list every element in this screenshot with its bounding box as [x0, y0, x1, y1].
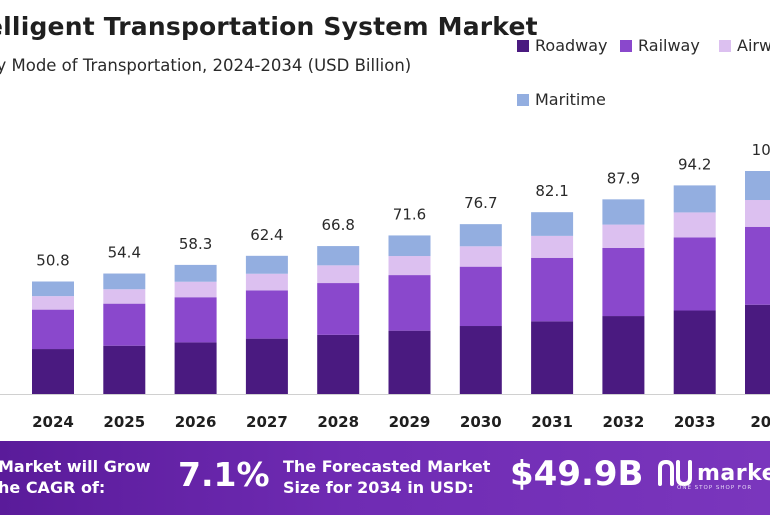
chart-title: elligent Transportation System Market: [0, 12, 538, 41]
legend-item-roadway: Roadway: [517, 36, 608, 55]
bar-total-label-203: 100: [752, 141, 770, 159]
legend-swatch-airway: [719, 39, 731, 52]
brand-logo-tagline: ONE STOP SHOP FOR: [677, 485, 753, 491]
legend-item-railway: Railway: [620, 36, 700, 55]
bar-segment-railway-2025: [103, 303, 146, 346]
x-tick-label-2025: 2025: [103, 413, 145, 431]
banner-growth-line1: Market will Grow: [0, 457, 151, 476]
banner-forecast-line2: Size for 2034 in USD:: [283, 478, 474, 497]
bar-segment-airw-2033: [673, 212, 716, 238]
bar-segment-roadway-2030: [459, 326, 502, 394]
bar-segment-roadway-2028: [317, 334, 360, 394]
brand-logo-word: marke: [697, 460, 770, 486]
legend-swatch-roadway: [517, 39, 529, 52]
stacked-bar-chart: 50.8 2024 54.4 2025 58.3 2026 62.4 2027 66.8 2028…: [0, 141, 770, 431]
bar-segment-maritime-2025: [103, 273, 146, 290]
bar-segment-airw-2032: [602, 224, 645, 248]
bar-segment-maritime-2027: [245, 255, 288, 274]
bar-segment-airw-2029: [388, 256, 431, 276]
bar-segment-railway-2029: [388, 275, 431, 331]
bar-segment-airw-2028: [317, 265, 360, 284]
x-tick-label-203: 203: [750, 413, 770, 431]
bar-segment-roadway-2033: [673, 310, 716, 394]
bar-total-label-2025: 54.4: [108, 244, 141, 262]
bar-segment-railway-203: [745, 226, 770, 305]
bar-segment-railway-2033: [673, 237, 716, 311]
summary-banner: Market will Grow he CAGR of: 7.1% The Fo…: [0, 441, 770, 515]
banner-market-value: $49.9B: [510, 454, 644, 494]
bar-segment-airw-2027: [245, 273, 288, 291]
banner-forecast-line1: The Forecasted Market: [283, 457, 491, 476]
bar-total-label-2031: 82.1: [535, 182, 568, 200]
x-tick-label-2029: 2029: [389, 413, 431, 431]
brand-logo: marke: [657, 458, 770, 488]
bar-segment-airw-2031: [531, 235, 574, 258]
bar-total-label-2030: 76.7: [464, 194, 497, 212]
bar-segment-airw-2030: [459, 246, 502, 267]
bar-segment-roadway-2026: [174, 342, 217, 394]
x-tick-label-2031: 2031: [531, 413, 573, 431]
bar-segment-railway-2031: [531, 257, 574, 322]
legend-label-railway: Railway: [638, 36, 700, 55]
banner-growth-line2: he CAGR of:: [0, 478, 106, 497]
x-tick-label-2027: 2027: [246, 413, 288, 431]
bar-segment-maritime-203: [745, 171, 770, 201]
bar-segment-maritime-2031: [531, 212, 574, 236]
legend-item-maritime: Maritime: [517, 90, 606, 109]
bar-segment-maritime-2030: [459, 224, 502, 247]
bar-segment-airw-2024: [32, 296, 74, 310]
bar-segment-roadway-2024: [32, 349, 74, 394]
bar-total-label-2033: 94.2: [678, 155, 711, 173]
bar-segment-roadway-2025: [103, 345, 146, 394]
bar-segment-airw-2025: [103, 289, 146, 304]
x-tick-label-2032: 2032: [603, 413, 645, 431]
bar-segment-roadway-2031: [531, 321, 574, 394]
bar-segment-roadway-2032: [602, 316, 645, 394]
bar-segment-railway-2030: [459, 266, 502, 327]
legend-label-airway: Airw: [737, 36, 770, 55]
bar-segment-railway-2027: [245, 290, 288, 339]
bar-segment-railway-2026: [174, 297, 217, 343]
legend-label-roadway: Roadway: [535, 36, 608, 55]
bar-segment-maritime-2028: [317, 246, 360, 266]
chart-subtitle: by Mode of Transportation, 2024-2034 (US…: [0, 56, 412, 75]
x-tick-label-2028: 2028: [317, 413, 359, 431]
bar-segment-railway-2032: [602, 247, 645, 317]
x-tick-label-2026: 2026: [175, 413, 217, 431]
bar-segment-roadway-2029: [388, 330, 431, 394]
bar-total-label-2026: 58.3: [179, 235, 212, 253]
banner-cagr-value: 7.1%: [178, 455, 270, 494]
bar-segment-railway-2024: [32, 309, 74, 350]
bar-segment-maritime-2032: [602, 199, 645, 225]
legend-swatch-railway: [620, 39, 632, 52]
bar-total-label-2027: 62.4: [250, 226, 283, 244]
brand-logo-icon: [657, 458, 693, 488]
legend-item-airway: Airw: [719, 36, 770, 55]
x-tick-label-2030: 2030: [460, 413, 502, 431]
bar-segment-roadway-2027: [245, 338, 288, 394]
bar-segment-maritime-2024: [32, 281, 74, 297]
x-tick-label-2033: 2033: [674, 413, 716, 431]
bar-segment-roadway-203: [745, 304, 770, 394]
bar-total-label-2024: 50.8: [36, 252, 69, 270]
bar-segment-maritime-2033: [673, 185, 716, 213]
bar-segment-maritime-2029: [388, 235, 431, 257]
bar-segment-maritime-2026: [174, 264, 217, 282]
legend-label-maritime: Maritime: [535, 90, 606, 109]
legend-swatch-maritime: [517, 93, 529, 106]
bar-segment-railway-2028: [317, 283, 360, 335]
x-tick-label-2024: 2024: [32, 413, 74, 431]
bar-total-label-2028: 66.8: [321, 216, 354, 234]
bar-total-label-2029: 71.6: [393, 205, 426, 223]
bar-segment-airw-203: [745, 200, 770, 227]
bar-segment-airw-2026: [174, 281, 217, 298]
bar-total-label-2032: 87.9: [607, 169, 640, 187]
